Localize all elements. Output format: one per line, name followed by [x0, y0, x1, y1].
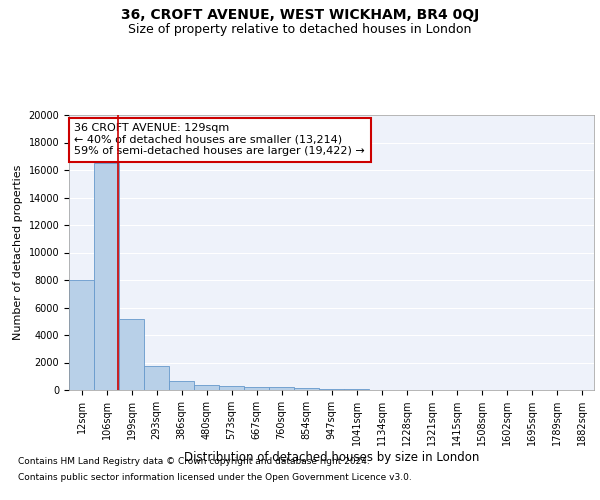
Text: Contains HM Land Registry data © Crown copyright and database right 2024.: Contains HM Land Registry data © Crown c… — [18, 458, 370, 466]
Bar — [244, 387, 269, 390]
Bar — [144, 366, 169, 390]
Text: Size of property relative to detached houses in London: Size of property relative to detached ho… — [128, 22, 472, 36]
Bar — [194, 385, 219, 390]
Text: 36, CROFT AVENUE, WEST WICKHAM, BR4 0QJ: 36, CROFT AVENUE, WEST WICKHAM, BR4 0QJ — [121, 8, 479, 22]
Bar — [269, 387, 294, 390]
Y-axis label: Number of detached properties: Number of detached properties — [13, 165, 23, 340]
Text: 36 CROFT AVENUE: 129sqm
← 40% of detached houses are smaller (13,214)
59% of sem: 36 CROFT AVENUE: 129sqm ← 40% of detache… — [74, 123, 365, 156]
Bar — [219, 386, 244, 390]
Bar — [119, 318, 144, 390]
Bar — [69, 280, 94, 390]
Text: Contains public sector information licensed under the Open Government Licence v3: Contains public sector information licen… — [18, 472, 412, 482]
Bar — [94, 163, 119, 390]
Bar — [169, 381, 194, 390]
X-axis label: Distribution of detached houses by size in London: Distribution of detached houses by size … — [184, 451, 479, 464]
Bar — [319, 388, 344, 390]
Bar — [294, 388, 319, 390]
